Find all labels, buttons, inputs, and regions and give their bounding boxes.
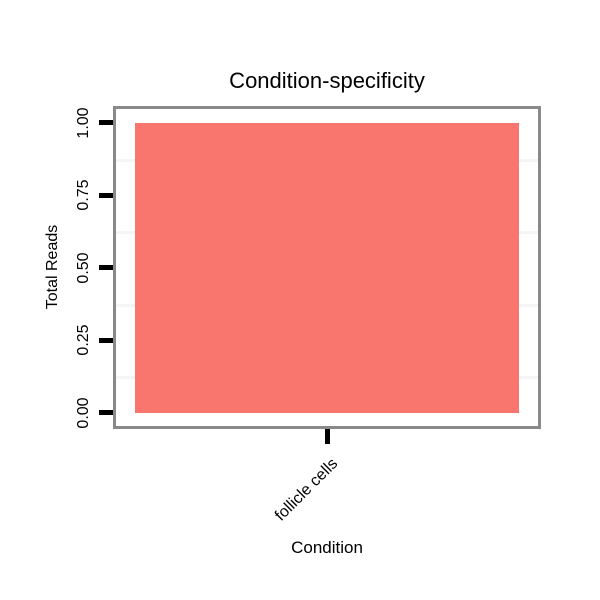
y-tick-label: 0.25 — [75, 324, 92, 356]
y-tick-label: 0.50 — [75, 251, 92, 284]
bar-follicle-cells — [135, 122, 519, 413]
y-tick-mark — [99, 120, 113, 125]
y-axis-title: Total Reads — [44, 224, 61, 310]
x-tick-label: follicle cells — [272, 455, 342, 525]
y-tick-mark — [99, 265, 113, 270]
y-tick-label: 0.00 — [75, 396, 92, 429]
y-tick-mark — [99, 192, 113, 198]
y-tick-label: 1.00 — [75, 106, 92, 139]
x-tick-mark — [324, 429, 330, 444]
plot-panel — [113, 106, 541, 429]
y-tick-mark — [99, 410, 113, 415]
y-tick-mark — [99, 337, 113, 343]
chart-title: Condition-specificity — [229, 68, 425, 93]
x-axis-title: Condition — [291, 538, 363, 557]
y-tick-label: 0.75 — [75, 179, 92, 211]
